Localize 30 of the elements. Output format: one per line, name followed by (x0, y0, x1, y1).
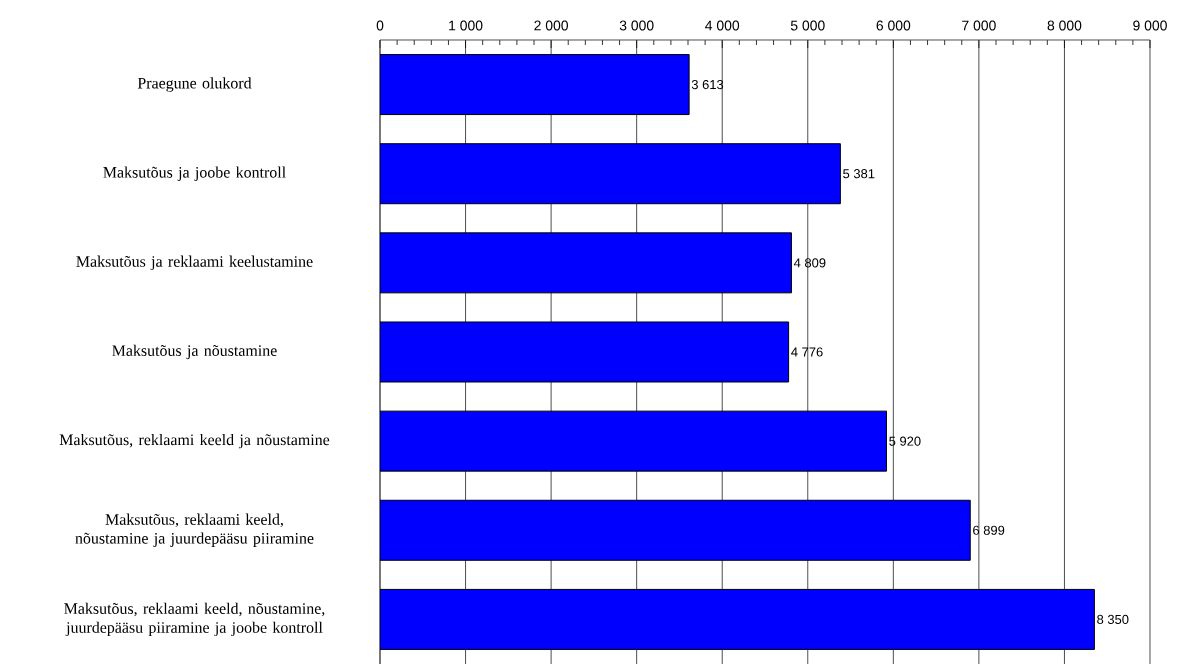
bar (380, 410, 887, 472)
data-label: 3 613 (691, 79, 724, 90)
x-tick-label: 5 000 (790, 20, 825, 31)
y-tick-label: Maksutõus ja joobe kontroll (103, 166, 286, 181)
x-tick-label: 9 000 (1133, 20, 1167, 31)
x-tick-label: 6 000 (876, 20, 911, 31)
y-tick-label: Praegune olukord (137, 77, 252, 92)
x-tick-label: 7 000 (962, 20, 996, 31)
y-tick-label: Maksutõus, reklaami keeld, nõustamine ja juurdepääsu piiramine (75, 513, 314, 547)
data-label: 5 381 (843, 169, 875, 179)
bar (380, 588, 1095, 650)
x-tick-label: 2 000 (534, 20, 569, 31)
y-tick-label: Maksutõus, reklaami keeld ja nõustamine (59, 433, 330, 449)
x-tick-label: 8 000 (1047, 20, 1082, 31)
y-tick-label: Maksutõus ja nõustamine (112, 344, 277, 360)
x-tick-label: 4 000 (705, 20, 740, 31)
x-tick-label: 1 000 (449, 20, 483, 31)
bar (380, 321, 790, 383)
bar (380, 499, 971, 561)
bar (380, 143, 841, 205)
bar (380, 54, 690, 116)
data-label: 4 809 (793, 258, 826, 268)
x-tick-label: 3 000 (619, 20, 654, 31)
y-tick-label: Maksutõus, reklaami keeld, nõustamine, juurdepääsu piiramine ja joobe kontroll (64, 602, 325, 637)
bar (380, 232, 792, 294)
data-label: 6 899 (973, 525, 1005, 535)
x-tick-label: 0 (376, 20, 384, 31)
y-tick-label: Maksutõus ja reklaami keelustamine (76, 255, 313, 271)
data-label: 8 350 (1097, 614, 1129, 624)
data-label: 4 776 (791, 347, 823, 357)
